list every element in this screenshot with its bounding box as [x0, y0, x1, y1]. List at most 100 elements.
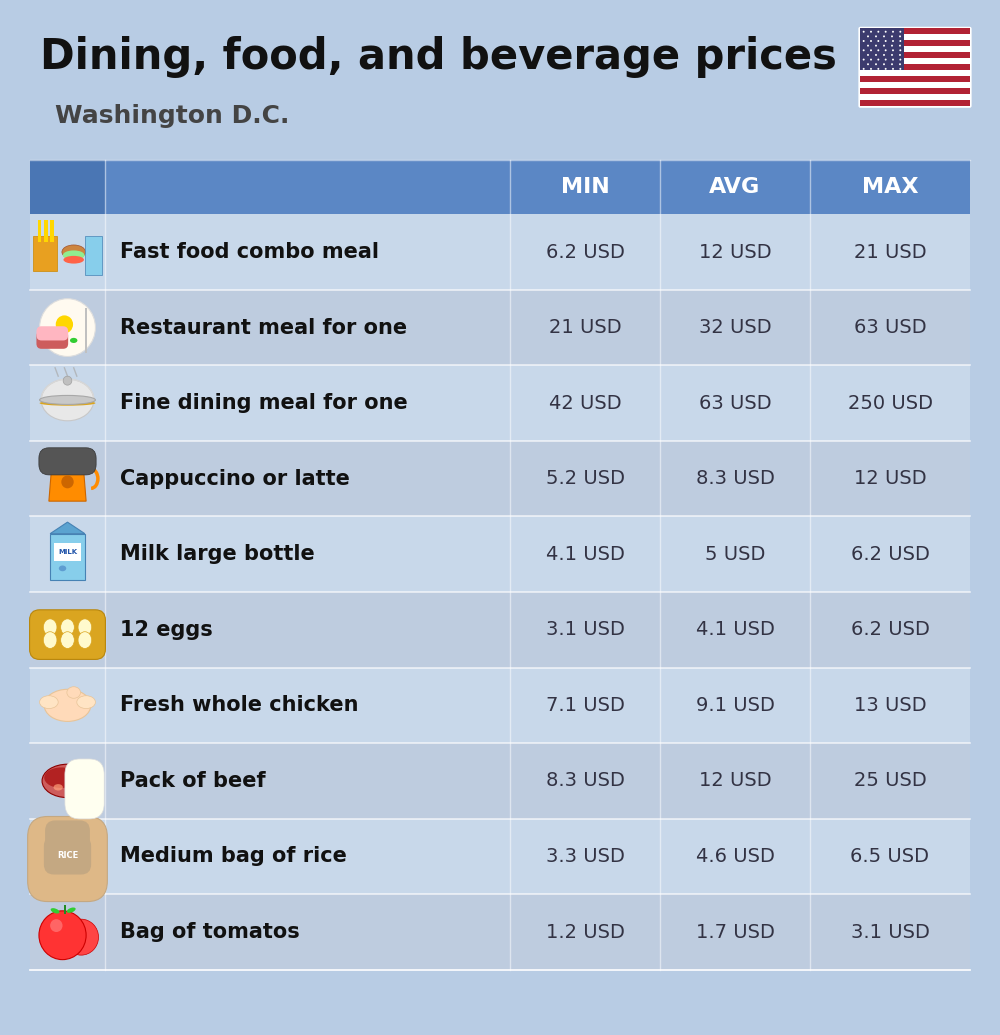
Circle shape	[877, 50, 879, 52]
Text: Cappuccino or latte: Cappuccino or latte	[120, 469, 350, 489]
Text: 32 USD: 32 USD	[699, 318, 771, 337]
Text: 12 USD: 12 USD	[699, 242, 771, 262]
Circle shape	[61, 475, 74, 489]
Circle shape	[899, 31, 901, 33]
Circle shape	[899, 35, 901, 37]
FancyBboxPatch shape	[30, 819, 970, 894]
FancyBboxPatch shape	[30, 668, 105, 743]
FancyBboxPatch shape	[50, 534, 85, 580]
Bar	[860, 28, 970, 34]
FancyBboxPatch shape	[30, 743, 105, 819]
Polygon shape	[50, 522, 85, 534]
Circle shape	[863, 50, 865, 52]
Text: Milk large bottle: Milk large bottle	[120, 544, 315, 564]
Circle shape	[867, 45, 869, 47]
Circle shape	[899, 63, 901, 65]
Text: MIN: MIN	[561, 177, 609, 198]
FancyBboxPatch shape	[30, 441, 970, 516]
Text: Fast food combo meal: Fast food combo meal	[120, 242, 379, 262]
Ellipse shape	[67, 908, 76, 913]
Bar	[860, 40, 970, 47]
Circle shape	[899, 54, 901, 56]
Text: 8.3 USD: 8.3 USD	[546, 771, 624, 791]
Text: 12 USD: 12 USD	[699, 771, 771, 791]
FancyBboxPatch shape	[30, 160, 970, 214]
FancyBboxPatch shape	[30, 894, 105, 970]
Circle shape	[870, 50, 872, 52]
Circle shape	[885, 59, 887, 61]
Circle shape	[877, 31, 879, 33]
Text: RICE: RICE	[57, 851, 78, 860]
Text: 7.1 USD: 7.1 USD	[546, 696, 624, 715]
Circle shape	[883, 35, 885, 37]
Text: 1.7 USD: 1.7 USD	[696, 922, 774, 942]
FancyBboxPatch shape	[28, 817, 107, 901]
FancyBboxPatch shape	[85, 236, 102, 274]
FancyBboxPatch shape	[30, 610, 105, 659]
Text: MILK: MILK	[58, 549, 77, 555]
Text: Restaurant meal for one: Restaurant meal for one	[120, 318, 407, 337]
Circle shape	[870, 31, 872, 33]
Circle shape	[40, 299, 95, 356]
Circle shape	[899, 40, 901, 42]
Circle shape	[870, 59, 872, 61]
Text: Fresh whole chicken: Fresh whole chicken	[120, 696, 358, 715]
Text: 63 USD: 63 USD	[699, 393, 771, 413]
Bar	[860, 70, 970, 77]
Text: 6.5 USD: 6.5 USD	[850, 847, 930, 866]
Text: Bag of tomatos: Bag of tomatos	[120, 922, 300, 942]
Circle shape	[877, 59, 879, 61]
FancyBboxPatch shape	[33, 236, 57, 271]
Circle shape	[867, 35, 869, 37]
Ellipse shape	[40, 395, 95, 405]
Circle shape	[899, 50, 901, 52]
FancyBboxPatch shape	[30, 592, 105, 668]
Circle shape	[885, 50, 887, 52]
Ellipse shape	[61, 631, 74, 648]
Circle shape	[867, 54, 869, 56]
Ellipse shape	[43, 619, 57, 635]
Circle shape	[885, 68, 887, 70]
Circle shape	[883, 45, 885, 47]
Ellipse shape	[62, 245, 85, 259]
Text: AVG: AVG	[709, 177, 761, 198]
Text: Washington D.C.: Washington D.C.	[55, 104, 289, 127]
Circle shape	[891, 63, 893, 65]
FancyBboxPatch shape	[30, 894, 970, 970]
Ellipse shape	[78, 619, 92, 635]
Bar	[860, 47, 970, 53]
Text: 25 USD: 25 USD	[854, 771, 926, 791]
Circle shape	[892, 59, 894, 61]
FancyBboxPatch shape	[30, 516, 970, 592]
Circle shape	[899, 59, 901, 61]
Circle shape	[885, 31, 887, 33]
FancyBboxPatch shape	[30, 160, 105, 214]
Ellipse shape	[51, 908, 60, 914]
Text: 5.2 USD: 5.2 USD	[546, 469, 624, 489]
Text: 12 eggs: 12 eggs	[120, 620, 213, 640]
Bar	[36, 400, 99, 436]
FancyBboxPatch shape	[30, 743, 970, 819]
Circle shape	[50, 919, 63, 933]
Text: 3.3 USD: 3.3 USD	[546, 847, 624, 866]
Circle shape	[875, 45, 877, 47]
Circle shape	[877, 40, 879, 42]
Bar	[44, 219, 48, 242]
FancyBboxPatch shape	[45, 821, 90, 849]
Text: 3.1 USD: 3.1 USD	[546, 620, 624, 640]
Text: Fine dining meal for one: Fine dining meal for one	[120, 393, 408, 413]
Ellipse shape	[63, 250, 85, 260]
FancyBboxPatch shape	[54, 542, 81, 561]
Ellipse shape	[54, 317, 74, 332]
Text: 6.2 USD: 6.2 USD	[851, 544, 929, 564]
Circle shape	[875, 35, 877, 37]
Ellipse shape	[61, 619, 74, 635]
Bar	[860, 100, 970, 107]
Text: Pack of beef: Pack of beef	[120, 771, 266, 791]
Bar	[860, 53, 970, 58]
Ellipse shape	[67, 687, 81, 699]
FancyBboxPatch shape	[30, 668, 970, 743]
Bar	[860, 28, 904, 70]
Text: MAX: MAX	[862, 177, 918, 198]
Circle shape	[63, 376, 72, 385]
